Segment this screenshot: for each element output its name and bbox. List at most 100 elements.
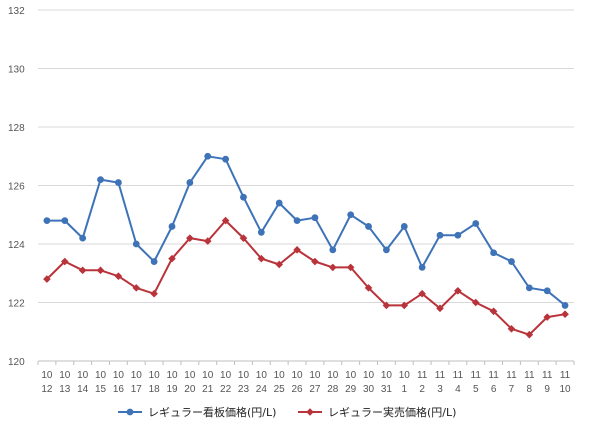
data-point bbox=[543, 313, 551, 321]
legend-label: レギュラー実売価格(円/L) bbox=[328, 405, 456, 419]
data-point bbox=[293, 217, 301, 225]
data-point bbox=[97, 176, 104, 184]
data-point bbox=[418, 264, 426, 271]
data-point bbox=[61, 257, 69, 266]
data-point bbox=[43, 275, 51, 283]
x-axis-ticks: 1012101310141015101610171018101910201021… bbox=[37, 361, 575, 395]
legend-marker bbox=[306, 408, 314, 416]
x-tick-label-day: 30 bbox=[363, 384, 375, 395]
data-point bbox=[204, 152, 212, 160]
data-point bbox=[114, 272, 123, 280]
series-2 bbox=[43, 216, 569, 339]
data-point bbox=[96, 266, 105, 275]
x-tick-label-day: 21 bbox=[202, 384, 214, 395]
x-tick-label-day: 26 bbox=[292, 384, 304, 395]
data-point bbox=[311, 214, 319, 222]
data-point bbox=[239, 234, 248, 242]
data-point bbox=[525, 330, 534, 339]
data-point bbox=[454, 287, 462, 295]
x-tick-label-day: 20 bbox=[184, 384, 196, 395]
data-point bbox=[561, 302, 569, 309]
data-point bbox=[240, 193, 247, 201]
x-tick-label-month: 11 bbox=[453, 370, 464, 381]
data-point bbox=[78, 266, 87, 275]
x-tick-label-day: 1 bbox=[401, 384, 407, 395]
x-tick-label-month: 10 bbox=[59, 370, 71, 381]
data-point bbox=[383, 246, 390, 254]
x-tick-label-month: 10 bbox=[41, 370, 53, 381]
data-point bbox=[186, 234, 194, 242]
x-tick-label-day: 12 bbox=[41, 384, 53, 395]
data-point bbox=[454, 231, 462, 239]
data-point bbox=[275, 199, 283, 207]
x-tick-label-day: 8 bbox=[527, 384, 533, 395]
data-point bbox=[418, 289, 426, 298]
x-tick-label-day: 4 bbox=[455, 384, 461, 395]
x-tick-label-month: 11 bbox=[560, 370, 571, 381]
data-point bbox=[329, 246, 337, 254]
x-tick-label-month: 10 bbox=[309, 370, 321, 381]
series-group bbox=[43, 152, 569, 339]
x-tick-label-month: 10 bbox=[274, 370, 286, 381]
data-point bbox=[221, 216, 230, 225]
x-tick-label-day: 18 bbox=[149, 384, 161, 395]
x-tick-label-month: 10 bbox=[77, 370, 89, 381]
data-point bbox=[346, 263, 355, 272]
data-point bbox=[168, 223, 176, 230]
x-tick-label-day: 27 bbox=[309, 384, 321, 395]
x-tick-label-month: 10 bbox=[327, 370, 339, 381]
x-tick-label-day: 14 bbox=[77, 384, 89, 395]
data-point bbox=[561, 310, 569, 318]
y-tick-label: 124 bbox=[8, 240, 25, 251]
y-tick-label: 130 bbox=[8, 65, 25, 76]
data-point bbox=[150, 258, 158, 265]
x-tick-label-day: 7 bbox=[509, 384, 515, 395]
data-point bbox=[132, 284, 141, 292]
data-point bbox=[489, 307, 498, 316]
x-tick-label-month: 11 bbox=[417, 370, 428, 381]
x-tick-label-month: 10 bbox=[166, 370, 178, 381]
data-point bbox=[257, 254, 266, 263]
x-tick-label-day: 24 bbox=[256, 384, 268, 395]
x-tick-label-day: 23 bbox=[238, 384, 250, 395]
legend-label: レギュラー看板価格(円/L) bbox=[148, 405, 276, 419]
gridlines bbox=[38, 9, 574, 362]
x-tick-label-month: 10 bbox=[149, 370, 161, 381]
data-point bbox=[471, 298, 480, 307]
data-point bbox=[311, 257, 319, 266]
data-point bbox=[400, 223, 408, 230]
x-tick-label-month: 10 bbox=[113, 370, 125, 381]
x-tick-label-day: 6 bbox=[491, 384, 497, 395]
x-tick-label-month: 11 bbox=[506, 370, 517, 381]
x-tick-label-month: 10 bbox=[256, 370, 268, 381]
data-point bbox=[329, 263, 337, 272]
legend-marker bbox=[126, 408, 134, 416]
data-point bbox=[490, 249, 497, 257]
x-tick-label-day: 13 bbox=[59, 384, 71, 395]
legend-item-2: レギュラー実売価格(円/L) bbox=[298, 405, 456, 419]
x-tick-label-day: 17 bbox=[131, 384, 143, 395]
x-tick-label-month: 11 bbox=[471, 370, 482, 381]
x-tick-label-day: 9 bbox=[544, 384, 550, 395]
x-tick-label-day: 29 bbox=[345, 384, 357, 395]
series-1-line bbox=[46, 155, 566, 307]
data-point bbox=[132, 240, 140, 248]
y-tick-label: 126 bbox=[8, 182, 25, 193]
legend-item-1: レギュラー看板価格(円/L) bbox=[118, 405, 276, 419]
data-point bbox=[543, 287, 551, 295]
data-point bbox=[382, 301, 391, 310]
series-2-line bbox=[46, 219, 566, 336]
legend: レギュラー看板価格(円/L) レギュラー実売価格(円/L) bbox=[118, 405, 456, 419]
x-tick-label-day: 19 bbox=[166, 384, 178, 395]
data-point bbox=[436, 231, 444, 239]
data-point bbox=[115, 179, 122, 186]
data-point bbox=[525, 284, 533, 292]
data-point bbox=[79, 234, 87, 242]
x-tick-label-day: 31 bbox=[381, 384, 393, 395]
data-point bbox=[168, 254, 176, 263]
x-tick-label-day: 28 bbox=[327, 384, 339, 395]
data-point bbox=[364, 284, 373, 292]
y-axis-ticks: 120 122 124 126 128 130 132 bbox=[8, 6, 25, 368]
data-point bbox=[61, 217, 69, 225]
x-tick-label-day: 2 bbox=[419, 384, 425, 395]
